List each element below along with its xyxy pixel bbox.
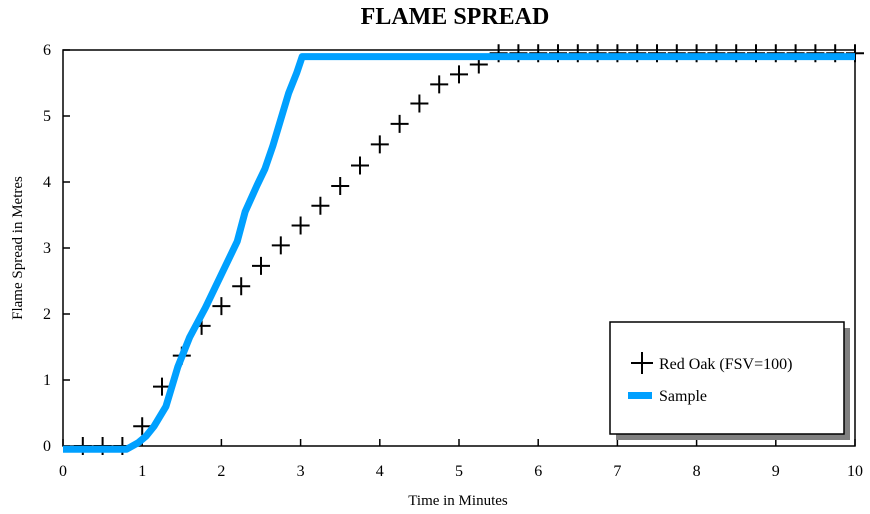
series [63,44,864,455]
y-tick-label: 0 [43,438,51,455]
x-tick-label: 8 [693,463,701,480]
data-point-red-oak [450,65,468,84]
y-tick-label: 3 [43,240,51,257]
x-tick-label: 1 [138,463,146,480]
x-tick-label: 3 [297,463,305,480]
x-tick-label: 5 [455,463,463,480]
data-point-red-oak [232,277,251,296]
data-point-red-oak [410,94,429,113]
y-tick-label: 6 [43,42,51,59]
legend-box [609,321,845,435]
x-axis-label: Time in Minutes [408,493,508,509]
series-line-sample [63,53,855,453]
axes [62,49,856,447]
plus-icon [631,352,653,374]
x-tick-label: 7 [613,463,621,480]
tick-labels: 0 1 2 3 4 5 6 7 8 9 10 0 1 2 3 4 5 6 [43,42,863,480]
legend-label-sample: Sample [659,388,707,405]
y-tick-label: 1 [43,372,51,389]
data-point-red-oak [271,236,290,255]
data-point-red-oak [351,156,369,175]
y-tick-label: 2 [43,306,51,323]
data-point-red-oak [430,75,449,94]
x-tick-label: 4 [376,463,384,480]
data-point-red-oak [153,377,171,396]
data-point-red-oak [390,114,409,133]
chart-title: FLAME SPREAD [360,4,550,30]
y-tick-label: 4 [43,174,51,191]
legend: Red Oak (FSV=100) Sample [609,321,850,440]
legend-label-red-oak: Red Oak (FSV=100) [659,356,792,373]
data-point-red-oak [370,135,389,154]
x-tick-label: 2 [217,463,225,480]
x-tick-label: 6 [534,463,542,480]
data-point-red-oak [212,297,231,316]
x-tick-label: 0 [59,463,67,480]
x-tick-label: 9 [772,463,780,480]
x-tick-label: 10 [847,463,863,480]
legend-swatch-sample [628,392,652,399]
data-point-red-oak [311,196,330,215]
y-tick-label: 5 [43,108,51,125]
data-point-red-oak [133,417,152,436]
data-point-red-oak [252,256,270,275]
data-point-red-oak [291,216,310,235]
y-axis-label: Flame Spread in Metres [10,176,26,320]
data-point-red-oak [331,176,350,195]
